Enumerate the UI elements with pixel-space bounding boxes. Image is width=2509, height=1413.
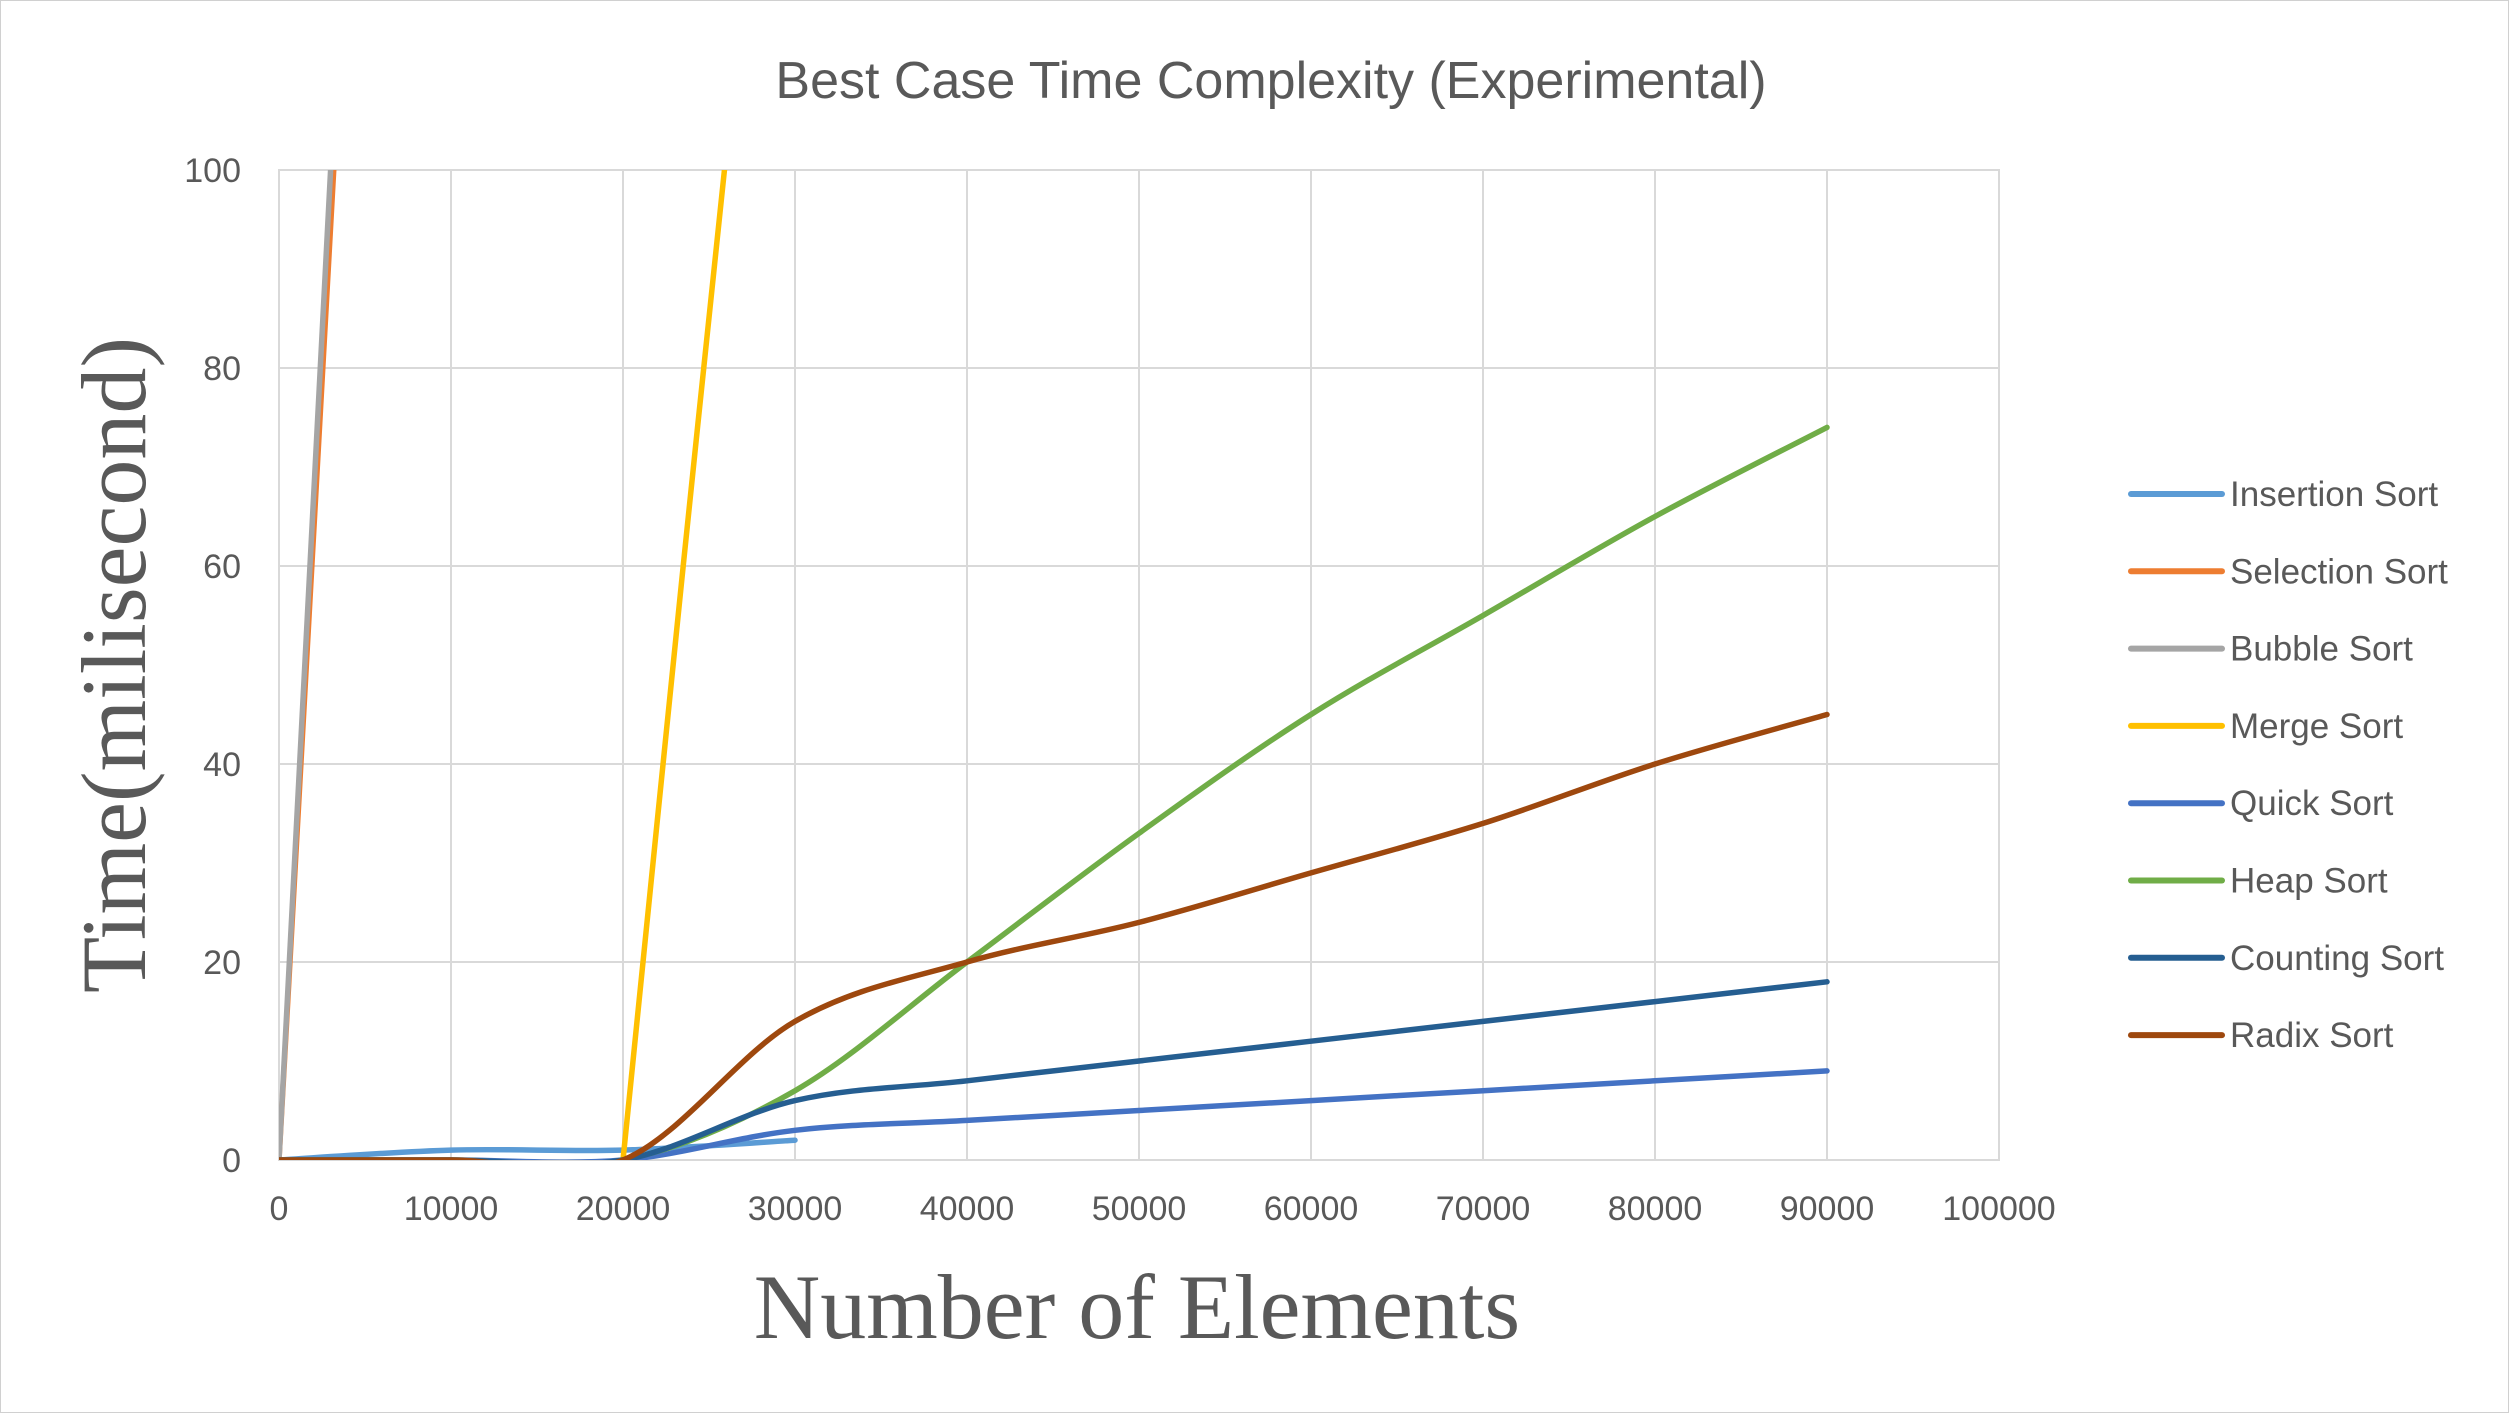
y-tick-label: 80: [203, 350, 241, 388]
series-line-counting-sort: [279, 979, 1830, 1160]
y-tick-label: 40: [203, 746, 241, 784]
legend-label-insertion-sort: Insertion Sort: [2230, 475, 2438, 514]
x-tick-label: 30000: [748, 1190, 843, 1228]
legend-label-merge-sort: Merge Sort: [2230, 707, 2403, 746]
legend-label-heap-sort: Heap Sort: [2230, 862, 2388, 901]
y-tick-label: 100: [184, 152, 241, 190]
series-line-merge-sort: [620, 170, 728, 1160]
legend-label-quick-sort: Quick Sort: [2230, 784, 2394, 823]
x-tick-label: 90000: [1780, 1190, 1875, 1228]
legend-label-selection-sort: Selection Sort: [2230, 552, 2448, 591]
x-axis-ticks: 0 10000 20000 30000 40000 50000 60000 70000 8000…: [270, 1190, 2056, 1228]
x-tick-label: 50000: [1092, 1190, 1187, 1228]
series-line-radix-sort: [279, 711, 1830, 1160]
series-line-heap-sort: [279, 424, 1830, 1160]
legend-label-radix-sort: Radix Sort: [2230, 1016, 2394, 1055]
series-line-bubble-sort: [279, 170, 334, 1160]
x-axis-label: Number of Elements: [754, 1256, 1520, 1358]
x-tick-label: 80000: [1608, 1190, 1703, 1228]
x-tick-label: 60000: [1264, 1190, 1359, 1228]
y-tick-label: 60: [203, 548, 241, 586]
series-lines: [279, 170, 1830, 1160]
y-axis-ticks: 0 20 40 60 80 100: [184, 152, 241, 1180]
legend: Insertion Sort Selection Sort Bubble Sort M…: [2128, 475, 2448, 1055]
plot-area-border: [278, 169, 2000, 1161]
x-tick-label: 100000: [1942, 1190, 2055, 1228]
x-tick-label: 70000: [1436, 1190, 1531, 1228]
x-tick-label: 40000: [920, 1190, 1015, 1228]
y-tick-label: 20: [203, 944, 241, 982]
x-tick-label: 20000: [576, 1190, 671, 1228]
gridlines: [278, 169, 2000, 1161]
y-axis-label: Time(milisecond): [63, 337, 165, 993]
legend-label-bubble-sort: Bubble Sort: [2230, 630, 2413, 669]
x-tick-label: 10000: [404, 1190, 499, 1228]
y-tick-label: 0: [222, 1142, 241, 1180]
chart-title: Best Case Time Complexity (Experimental): [775, 52, 1766, 110]
legend-label-counting-sort: Counting Sort: [2230, 939, 2444, 978]
series-line-quick-sort: [279, 1068, 1830, 1160]
x-tick-label: 0: [270, 1190, 289, 1228]
